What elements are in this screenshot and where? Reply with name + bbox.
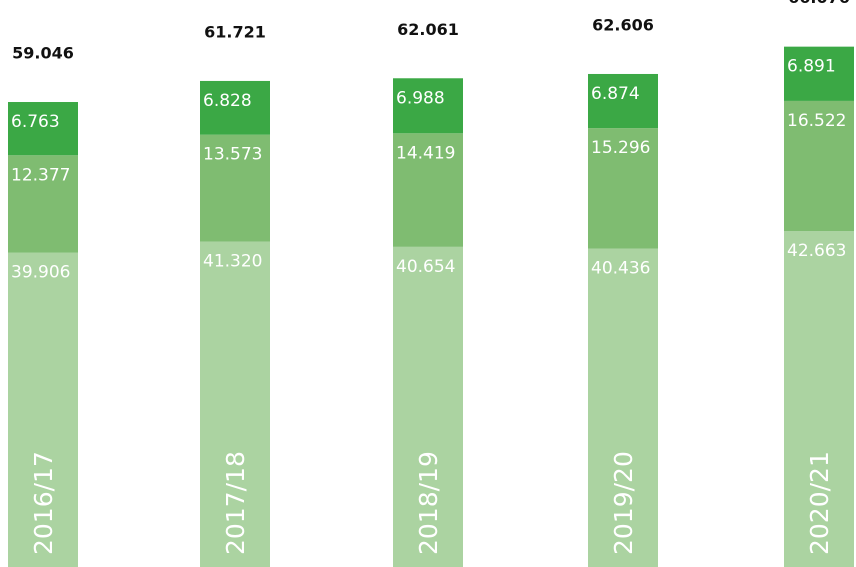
bar-segment: [784, 231, 854, 567]
value-label: 13.573: [203, 145, 262, 165]
bar-segment: [588, 128, 658, 249]
category-label: 2016/17: [29, 451, 58, 555]
value-label: 40.436: [591, 259, 650, 279]
value-label: 14.419: [396, 143, 455, 163]
category-label: 2020/21: [805, 451, 834, 555]
value-label: 6.828: [203, 91, 252, 111]
bar-segment: [8, 102, 78, 156]
value-label: 6.763: [11, 112, 60, 132]
total-label: 62.606: [592, 15, 654, 34]
bar-segment: [784, 46, 854, 101]
bar-segment: [200, 80, 270, 135]
total-label: 66.076: [788, 0, 850, 7]
bar-segment: [393, 78, 463, 134]
bar-segment: [8, 155, 78, 253]
value-label: 15.296: [591, 138, 650, 158]
bar-segment: [588, 248, 658, 567]
bar-segment: [393, 133, 463, 247]
category-label: 2018/19: [414, 451, 443, 555]
category-label: 2019/20: [609, 451, 638, 555]
bar-segment: [784, 100, 854, 232]
value-label: 42.663: [787, 241, 846, 261]
value-label: 12.377: [11, 165, 70, 185]
value-label: 6.891: [787, 57, 836, 77]
category-label: 2017/18: [221, 451, 250, 555]
bar-segment: [588, 73, 658, 129]
total-label: 59.046: [12, 44, 74, 63]
bar-segment: [200, 134, 270, 242]
bar-segment: [8, 252, 78, 567]
value-label: 39.906: [11, 263, 70, 283]
value-label: 6.988: [396, 88, 445, 108]
bar-segment: [393, 246, 463, 567]
value-label: 6.874: [591, 84, 640, 104]
bar-segment: [200, 241, 270, 567]
total-label: 62.061: [397, 20, 459, 39]
value-label: 41.320: [203, 252, 262, 272]
total-label: 61.721: [204, 22, 266, 41]
value-label: 16.522: [787, 111, 846, 131]
value-label: 40.654: [396, 257, 455, 277]
